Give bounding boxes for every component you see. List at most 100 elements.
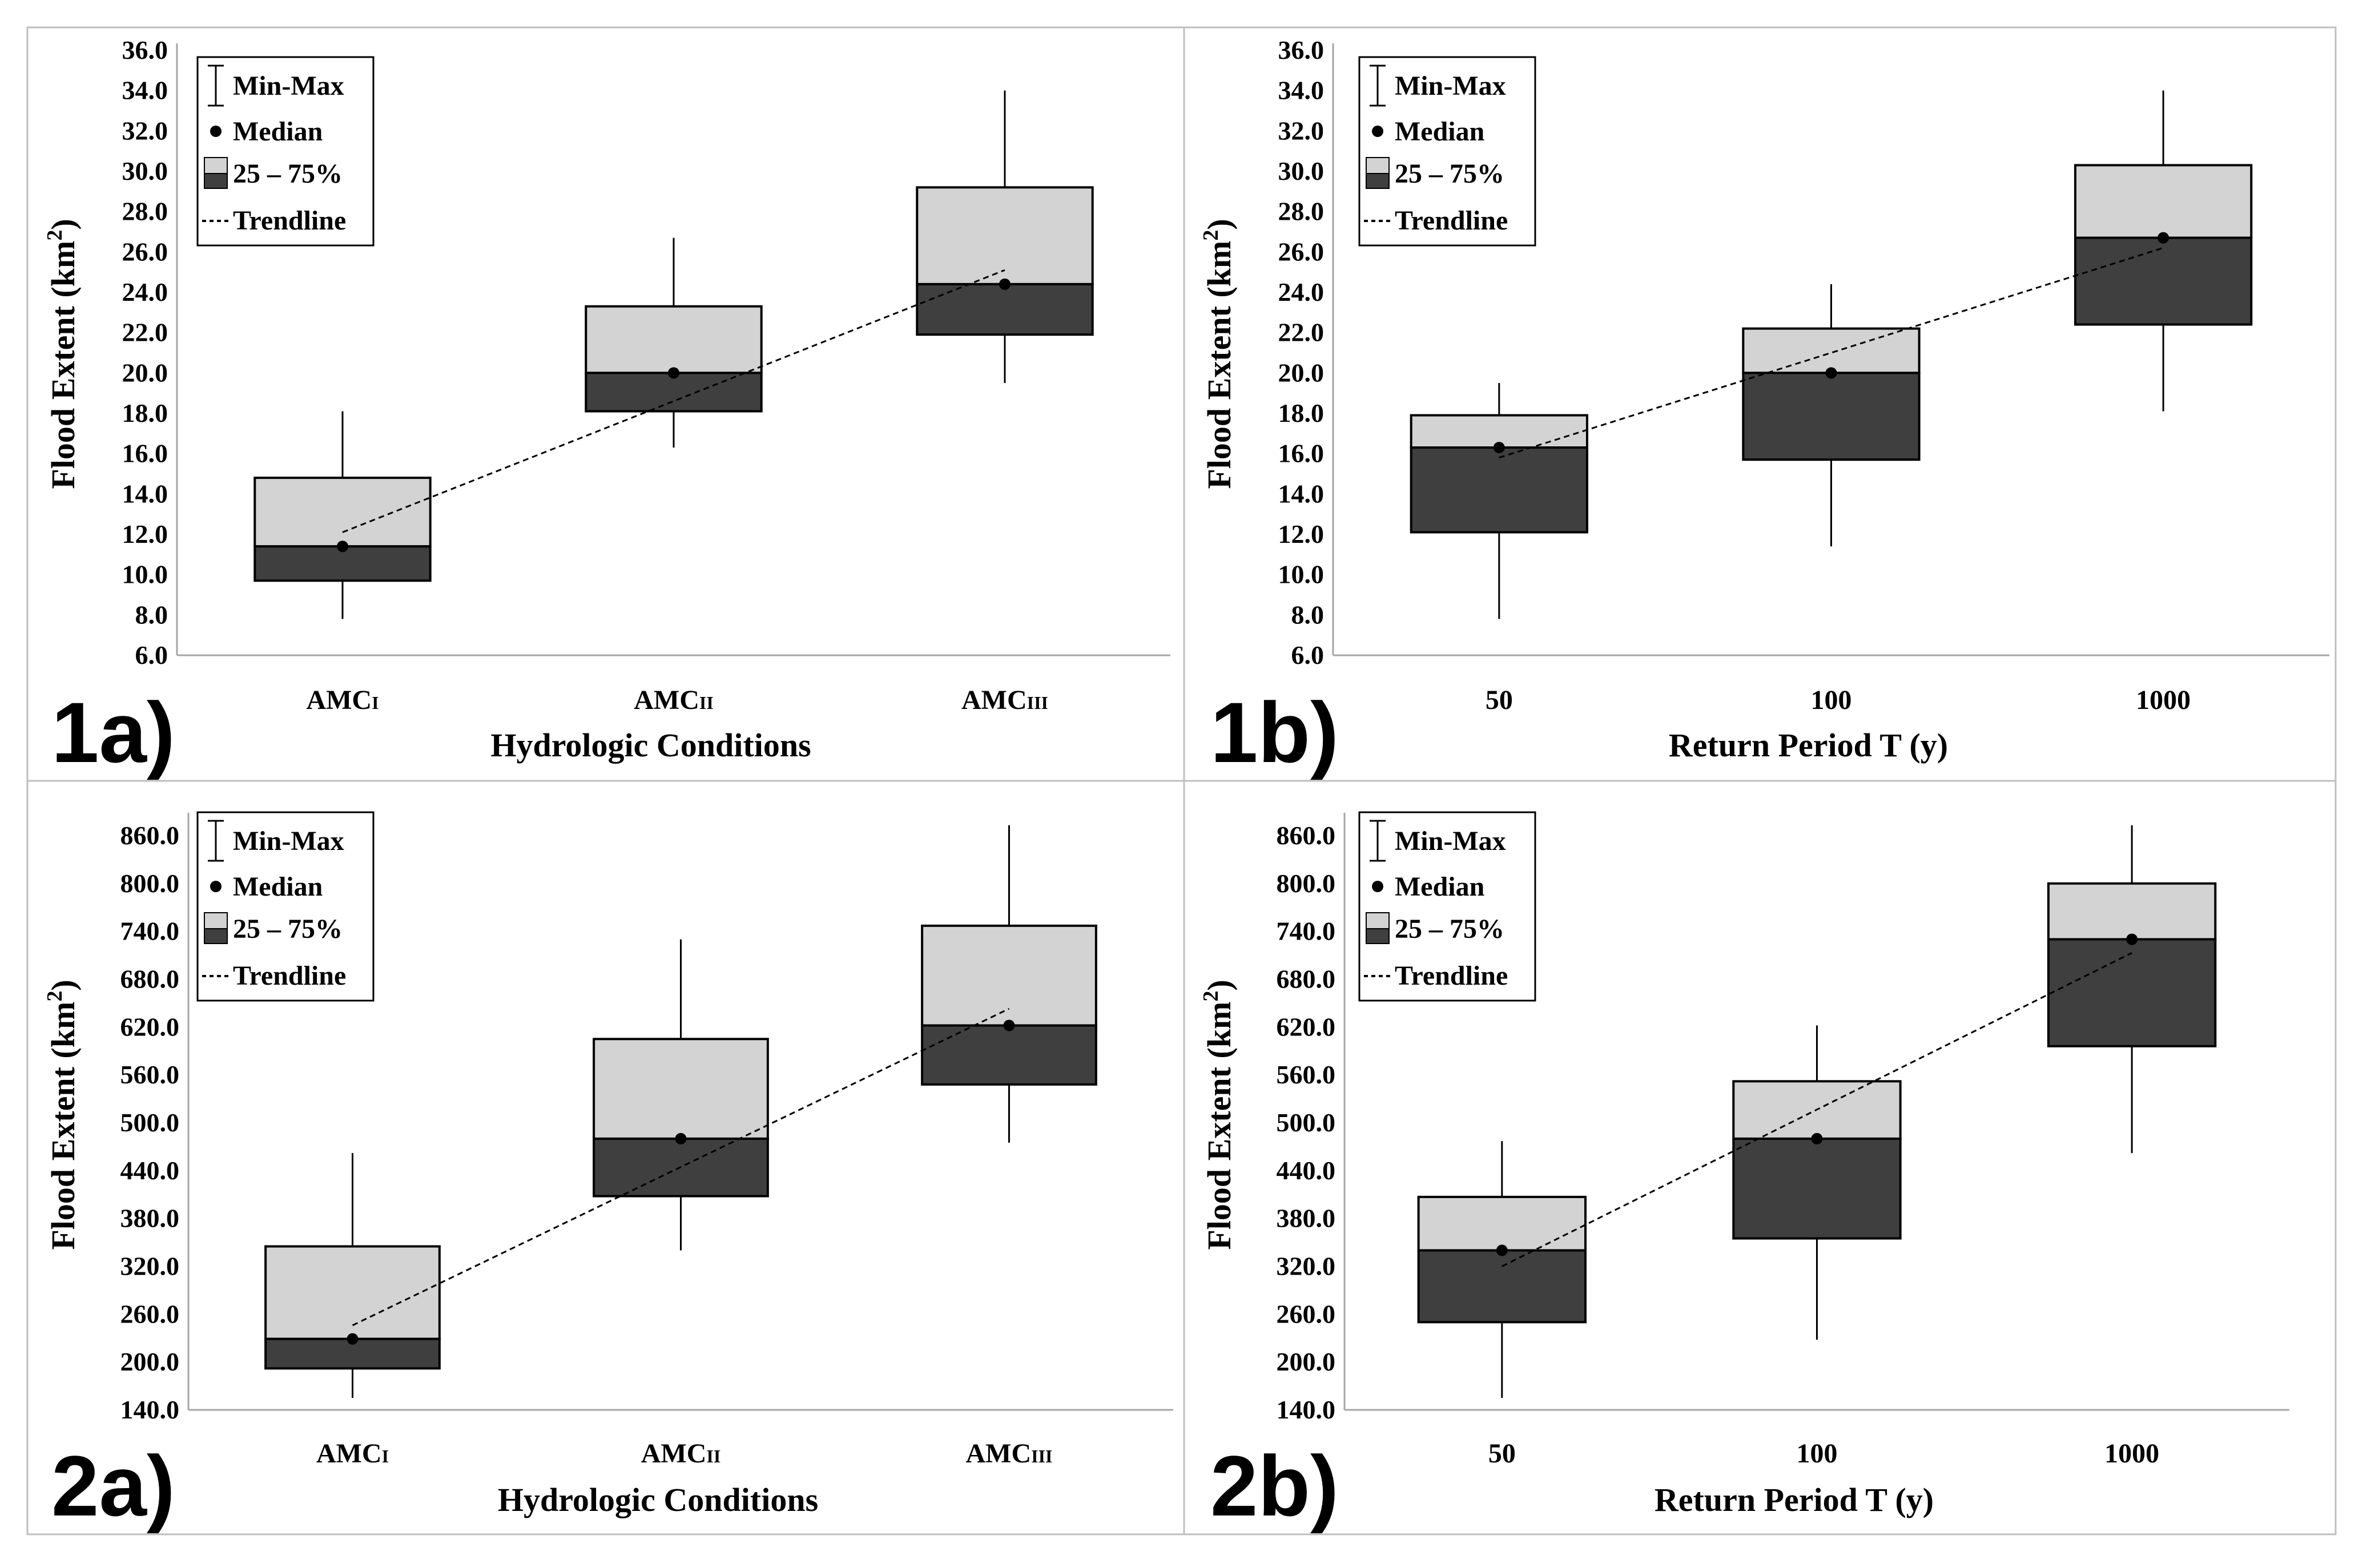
- x-tick-label: AMCIII: [966, 1438, 1053, 1469]
- x-tick-label: AMCI: [306, 685, 379, 715]
- y-tick-label: 620.0: [1277, 1012, 1336, 1041]
- y-axis-title-superscript: 2: [43, 991, 67, 1002]
- y-tick-label: 800.0: [120, 869, 180, 898]
- legend-iqr-lower-icon: [1366, 173, 1390, 189]
- y-tick-label: 500.0: [1277, 1108, 1336, 1137]
- y-tick-label: 30.0: [1278, 156, 1325, 186]
- legend-iqr-lower-icon: [204, 928, 228, 944]
- legend-iqr-label: 25 – 75%: [233, 914, 343, 944]
- trendline: [1501, 952, 2132, 1267]
- legend-trend-label: Trendline: [1395, 205, 1508, 236]
- median-point: [2126, 933, 2138, 945]
- y-axis-title-close: ): [1201, 219, 1238, 229]
- median-point: [1811, 1132, 1823, 1144]
- y-tick-label: 16.0: [1278, 439, 1325, 468]
- x-axis-title: Hydrologic Conditions: [498, 1481, 818, 1518]
- x-tick-label-base: 100: [1811, 685, 1852, 715]
- box-upper-quartile: [2074, 164, 2253, 239]
- box-upper-quartile: [1417, 1195, 1587, 1252]
- x-tick-label-base: 100: [1797, 1438, 1838, 1469]
- legend-minmax-label: Min-Max: [1395, 826, 1506, 856]
- y-axis-title-main: Flood Extent (km: [1201, 1002, 1238, 1250]
- panel-label: 1a): [51, 684, 175, 780]
- y-tick-label: 200.0: [1277, 1347, 1336, 1376]
- y-tick-label: 140.0: [120, 1395, 180, 1424]
- y-axis-title: Flood Extent (km2): [1199, 980, 1238, 1249]
- box-3: [916, 90, 1094, 383]
- legend-minmax-label: Min-Max: [233, 826, 344, 856]
- x-tick-label-subscript: II: [706, 1446, 720, 1466]
- x-tick-label-subscript: I: [372, 692, 379, 713]
- legend-iqr-upper-icon: [204, 157, 228, 174]
- y-axis-title-close: ): [1201, 980, 1238, 990]
- legend-median-label: Median: [233, 872, 323, 902]
- x-tick-label: AMCI: [316, 1438, 389, 1469]
- y-tick-label: 260.0: [1277, 1299, 1336, 1328]
- chart-panel-2b: 140.0 200.0 260.0 320.0 380.0 440.0 500.0 560.0…: [1199, 811, 2289, 1534]
- y-axis-title-superscript: 2: [43, 230, 67, 241]
- y-tick-label: 24.0: [1278, 277, 1325, 307]
- y-axis-title: Flood Extent (km2): [43, 980, 82, 1249]
- box-upper-quartile: [916, 186, 1094, 285]
- y-tick-label: 32.0: [122, 116, 168, 145]
- y-tick-label: 560.0: [1277, 1060, 1336, 1089]
- box-lower-quartile: [921, 1024, 1097, 1086]
- y-tick-label: 380.0: [1277, 1204, 1336, 1233]
- y-tick-label: 560.0: [120, 1060, 180, 1089]
- x-tick-label-base: AMC: [966, 1438, 1032, 1469]
- box-upper-quartile: [593, 1038, 769, 1140]
- trendline: [352, 1007, 1010, 1327]
- legend-median-label: Median: [233, 116, 323, 147]
- legend-trend-label: Trendline: [1395, 961, 1508, 991]
- legend-trend-label: Trendline: [233, 961, 346, 991]
- median-point: [1003, 1019, 1015, 1031]
- median-point: [668, 367, 679, 379]
- x-tick-label: 1000: [2104, 1438, 2159, 1469]
- y-tick-label: 36.0: [1278, 35, 1325, 65]
- x-tick-label-base: AMC: [961, 685, 1027, 715]
- chart-panel-2a: 140.0 200.0 260.0 320.0 380.0 440.0 500.0 560.0…: [43, 811, 1173, 1534]
- y-tick-label: 440.0: [120, 1156, 180, 1185]
- y-axis-title-close: ): [45, 980, 82, 990]
- legend: Min-Max Median 25 – 75% Trendline: [196, 56, 375, 247]
- y-tick-label: 380.0: [120, 1204, 180, 1233]
- y-tick-label: 14.0: [122, 479, 168, 508]
- box-lower-quartile: [2074, 236, 2253, 326]
- y-tick-label: 14.0: [1278, 479, 1325, 508]
- x-tick-label-base: AMC: [306, 685, 372, 715]
- x-tick-label-base: AMC: [316, 1438, 382, 1469]
- y-tick-label: 10.0: [122, 560, 168, 589]
- y-tick-label: 36.0: [122, 35, 168, 65]
- y-tick-label: 24.0: [122, 277, 168, 307]
- x-tick-label-base: AMC: [641, 1438, 707, 1469]
- y-tick-label: 260.0: [120, 1299, 180, 1328]
- legend: Min-Max Median 25 – 75% Trendline: [196, 811, 375, 1002]
- y-axis-title-superscript: 2: [1199, 230, 1223, 241]
- legend-iqr-lower-icon: [1366, 928, 1390, 944]
- legend-iqr-upper-icon: [1366, 912, 1390, 929]
- y-tick-label: 740.0: [1277, 917, 1336, 946]
- y-tick-label: 22.0: [122, 318, 168, 347]
- x-tick-label-base: AMC: [634, 685, 699, 715]
- legend-iqr-upper-icon: [1366, 157, 1390, 174]
- y-tick-label: 680.0: [1277, 964, 1336, 993]
- legend-iqr-upper-icon: [204, 912, 228, 929]
- y-tick-label: 30.0: [122, 156, 168, 186]
- y-axis-title-main: Flood Extent (km: [45, 241, 82, 489]
- x-tick-label: AMCII: [641, 1438, 721, 1469]
- box-1: [1417, 1141, 1587, 1398]
- x-tick-label: 50: [1486, 685, 1513, 715]
- x-tick-label-base: 50: [1486, 685, 1513, 715]
- median-point: [2157, 232, 2169, 244]
- box-upper-quartile: [585, 305, 763, 374]
- y-tick-label: 22.0: [1278, 318, 1325, 347]
- x-axis-title: Return Period T (y): [1669, 727, 1948, 764]
- y-tick-label: 860.0: [120, 821, 180, 850]
- panel-label: 2b): [1210, 1438, 1339, 1534]
- legend-trend-label: Trendline: [233, 205, 346, 236]
- legend-iqr-label: 25 – 75%: [1395, 914, 1504, 944]
- y-tick-label: 8.0: [135, 600, 168, 629]
- box-lower-quartile: [916, 283, 1094, 336]
- panel-label: 2a): [51, 1438, 175, 1534]
